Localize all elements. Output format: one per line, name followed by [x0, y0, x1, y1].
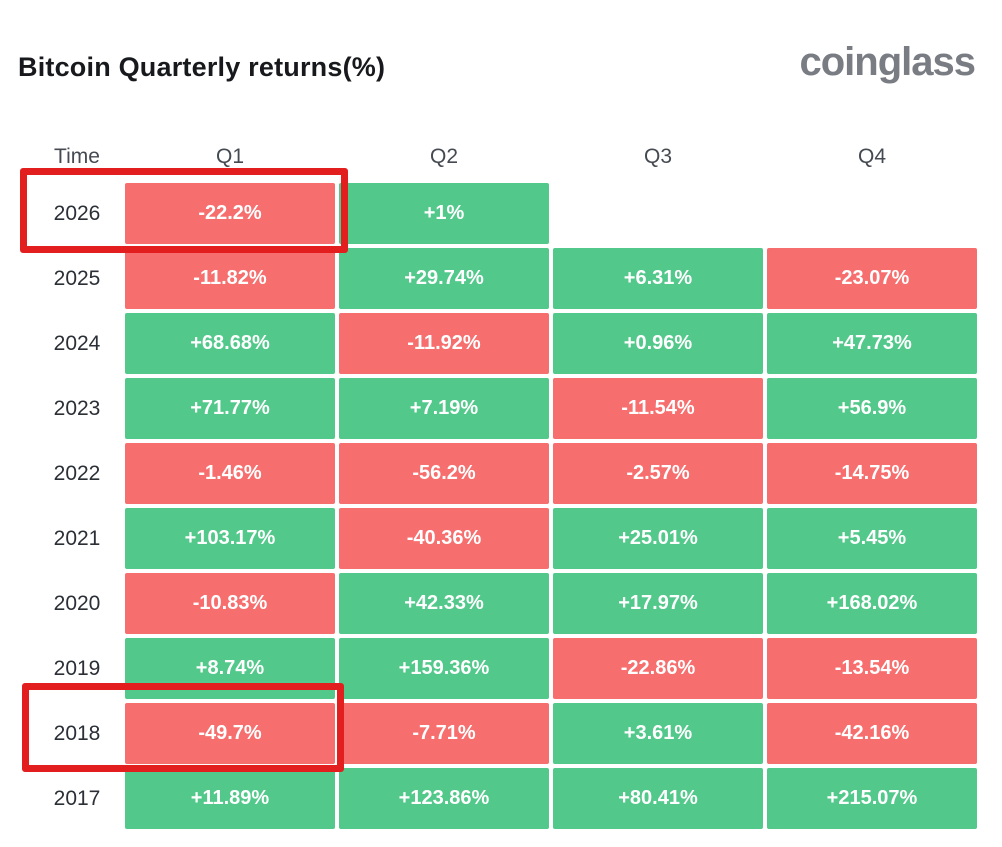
return-cell-2021-q2: -40.36%	[339, 508, 549, 569]
column-header-q2: Q2	[429, 144, 458, 168]
return-cell-2017-q2: +123.86%	[339, 768, 549, 829]
year-label-2017: 2017	[53, 786, 101, 810]
return-cell-2019-q1: +8.74%	[125, 638, 335, 699]
year-label-2022: 2022	[53, 461, 101, 485]
column-header-q4: Q4	[857, 144, 886, 168]
year-label-2026: 2026	[53, 201, 101, 225]
year-label-2019: 2019	[53, 656, 101, 680]
column-header-time: Time	[54, 144, 100, 168]
return-cell-2026-q3	[553, 183, 763, 244]
return-cell-2023-q3: -11.54%	[553, 378, 763, 439]
return-cell-2024-q3: +0.96%	[553, 313, 763, 374]
return-cell-2025-q3: +6.31%	[553, 248, 763, 309]
year-label-2020: 2020	[53, 591, 101, 615]
column-header-q3: Q3	[643, 144, 672, 168]
return-cell-2023-q2: +7.19%	[339, 378, 549, 439]
return-cell-2025-q4: -23.07%	[767, 248, 977, 309]
return-cell-2020-q3: +17.97%	[553, 573, 763, 634]
year-label-2025: 2025	[53, 266, 101, 290]
return-cell-2018-q3: +3.61%	[553, 703, 763, 764]
return-cell-2022-q3: -2.57%	[553, 443, 763, 504]
return-cell-2019-q2: +159.36%	[339, 638, 549, 699]
return-cell-2024-q1: +68.68%	[125, 313, 335, 374]
year-label-2021: 2021	[53, 526, 101, 550]
return-cell-2021-q4: +5.45%	[767, 508, 977, 569]
return-cell-2021-q1: +103.17%	[125, 508, 335, 569]
return-cell-2026-q2: +1%	[339, 183, 549, 244]
return-cell-2023-q1: +71.77%	[125, 378, 335, 439]
return-cell-2020-q4: +168.02%	[767, 573, 977, 634]
return-cell-2017-q3: +80.41%	[553, 768, 763, 829]
return-cell-2022-q1: -1.46%	[125, 443, 335, 504]
return-cell-2025-q2: +29.74%	[339, 248, 549, 309]
return-cell-2026-q1: -22.2%	[125, 183, 335, 244]
return-cell-2021-q3: +25.01%	[553, 508, 763, 569]
return-cell-2017-q1: +11.89%	[125, 768, 335, 829]
return-cell-2018-q1: -49.7%	[125, 703, 335, 764]
return-cell-2018-q2: -7.71%	[339, 703, 549, 764]
return-cell-2022-q2: -56.2%	[339, 443, 549, 504]
return-cell-2023-q4: +56.9%	[767, 378, 977, 439]
return-cell-2017-q4: +215.07%	[767, 768, 977, 829]
return-cell-2025-q1: -11.82%	[125, 248, 335, 309]
year-label-2023: 2023	[53, 396, 101, 420]
coinglass-logo: coinglass	[799, 40, 976, 84]
return-cell-2018-q4: -42.16%	[767, 703, 977, 764]
return-cell-2020-q2: +42.33%	[339, 573, 549, 634]
return-cell-2024-q4: +47.73%	[767, 313, 977, 374]
quarterly-returns-table: Time Q1 Q2 Q3 Q4 2026 -22.2% +1% 2025 -1…	[33, 134, 977, 829]
return-cell-2019-q3: -22.86%	[553, 638, 763, 699]
page-title: Bitcoin Quarterly returns(%)	[18, 52, 386, 82]
column-header-q1: Q1	[215, 144, 244, 168]
return-cell-2019-q4: -13.54%	[767, 638, 977, 699]
year-label-2018: 2018	[53, 721, 101, 745]
return-cell-2022-q4: -14.75%	[767, 443, 977, 504]
year-label-2024: 2024	[53, 331, 101, 355]
return-cell-2024-q2: -11.92%	[339, 313, 549, 374]
return-cell-2020-q1: -10.83%	[125, 573, 335, 634]
return-cell-2026-q4	[767, 183, 977, 244]
